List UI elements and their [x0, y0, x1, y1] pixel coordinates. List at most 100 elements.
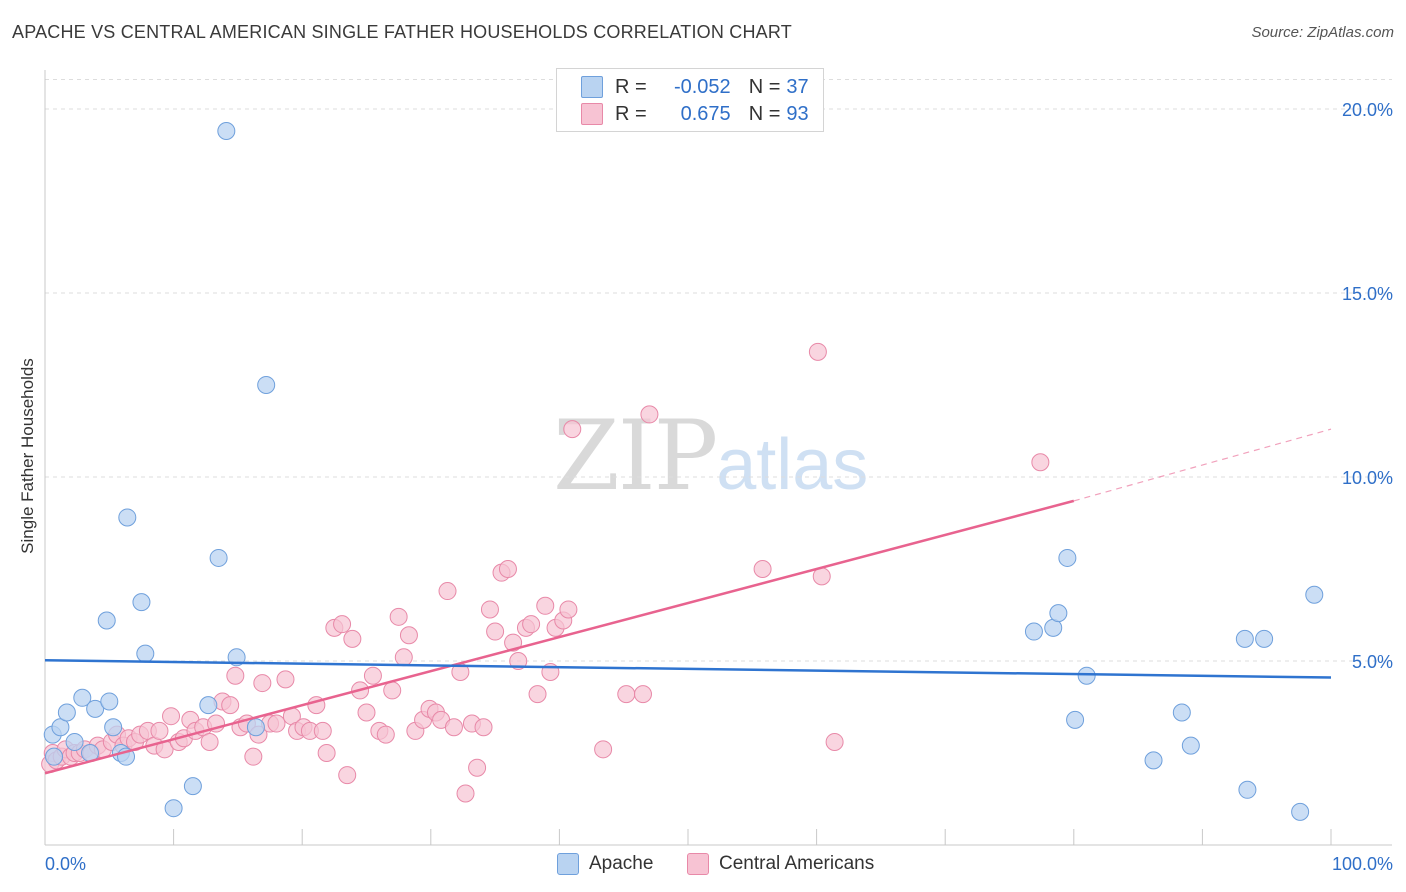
central-americans-point [528, 685, 547, 704]
central-americans-point [267, 714, 286, 733]
central-americans-point [221, 696, 240, 715]
y-tick-label: 20.0% [1342, 100, 1393, 120]
central-americans-point [498, 559, 517, 578]
central-americans-point [333, 615, 352, 634]
central-americans-point [617, 685, 636, 704]
apache-point [1305, 585, 1324, 604]
central-americans-point [317, 743, 336, 762]
central-americans-point [504, 633, 523, 652]
apache-point [1181, 736, 1200, 755]
x-tick-label: 100.0% [1332, 854, 1393, 874]
legend-r-value: 0.675 [680, 102, 731, 125]
watermark-zip: ZIP [553, 400, 718, 512]
central-americans-point [438, 582, 457, 601]
apache-point [1144, 751, 1163, 770]
apache-point [57, 703, 76, 722]
apache-point [1049, 604, 1068, 623]
apache-point [199, 696, 218, 715]
central-americans-point [480, 600, 499, 619]
apache-point [164, 799, 183, 818]
source-label: Source: ZipAtlas.com [1251, 24, 1394, 41]
central-americans-swatch [687, 853, 709, 875]
central-americans-point [753, 559, 772, 578]
central-americans-point [276, 670, 295, 689]
central-americans-point [1031, 453, 1050, 472]
central-americans-point [468, 758, 487, 777]
bottom-legend-apache: Apache [557, 850, 653, 878]
apache-point [246, 718, 265, 737]
apache-point [1172, 703, 1191, 722]
apache-point [1024, 622, 1043, 641]
central-americans-point [536, 596, 555, 615]
apache-point [132, 593, 151, 612]
legend-row-apache: R = -0.052 N = 37 [581, 75, 809, 99]
central-americans-point [509, 651, 528, 670]
apache-point [86, 699, 105, 718]
central-americans-point [399, 626, 418, 645]
legend-n-value: 93 [786, 102, 809, 125]
x-tick-label: 0.0% [45, 854, 86, 874]
bottom-legend-label: Apache [589, 853, 654, 874]
central-americans-point [200, 732, 219, 751]
chart-title: APACHE VS CENTRAL AMERICAN SINGLE FATHER… [12, 22, 792, 42]
central-americans-point [244, 747, 263, 766]
central-americans-point [640, 405, 659, 424]
apache-point [136, 644, 155, 663]
central-americans-point [563, 420, 582, 439]
central-americans-point [343, 629, 362, 648]
legend-r-label: R = [615, 102, 647, 125]
apache-point [217, 122, 236, 141]
apache-point [1255, 629, 1274, 648]
central-americans-point [474, 718, 493, 737]
central-americans-point [226, 666, 245, 685]
apache-point [100, 692, 119, 711]
bottom-legend-label: Central Americans [719, 853, 875, 874]
y-tick-label: 10.0% [1342, 468, 1393, 488]
apache-point [1291, 802, 1310, 821]
apache-point [1066, 710, 1085, 729]
apache-point [118, 508, 137, 527]
apache-point [65, 732, 84, 751]
y-tick-label: 15.0% [1342, 284, 1393, 304]
apache-point [73, 688, 92, 707]
central-americans-swatch [581, 103, 603, 125]
apache-point [97, 611, 116, 630]
legend-n-label: N = [748, 102, 781, 125]
central-americans-point [162, 707, 181, 726]
apache-point [183, 777, 202, 796]
watermark: ZIPatlas [553, 400, 868, 512]
apache-point [45, 747, 64, 766]
central-americans-point [389, 607, 408, 626]
central-americans-trend-line [44, 499, 1075, 775]
legend-n-label: N = [748, 75, 781, 98]
central-americans-point [383, 681, 402, 700]
central-americans-point [456, 784, 475, 803]
correlation-legend: R = -0.052 N = 37 R = 0.675 N = 93 [556, 68, 824, 132]
central-americans-point [444, 718, 463, 737]
central-americans-point [150, 721, 169, 740]
apache-point [104, 718, 123, 737]
central-americans-point [253, 674, 272, 693]
central-americans-point [594, 740, 613, 759]
central-americans-point [357, 703, 376, 722]
watermark-atlas: atlas [716, 425, 869, 505]
apache-point [209, 548, 228, 567]
central-americans-point [363, 666, 382, 685]
apache-point [257, 375, 276, 394]
legend-n-value: 37 [786, 75, 809, 98]
central-americans-trend-extension [1073, 428, 1332, 502]
apache-point [1235, 629, 1254, 648]
central-americans-point [522, 615, 541, 634]
apache-trend-line [44, 658, 1332, 679]
legend-row-central-americans: R = 0.675 N = 93 [581, 102, 809, 126]
apache-point [1058, 548, 1077, 567]
apache-swatch [557, 853, 579, 875]
central-americans-point [633, 685, 652, 704]
apache-point [1238, 780, 1257, 799]
bottom-legend-central-americans: Central Americans [687, 850, 874, 878]
central-americans-point [338, 766, 357, 785]
central-americans-point [313, 721, 332, 740]
apache-swatch [581, 76, 603, 98]
central-americans-point [808, 342, 827, 361]
central-americans-point [394, 648, 413, 667]
